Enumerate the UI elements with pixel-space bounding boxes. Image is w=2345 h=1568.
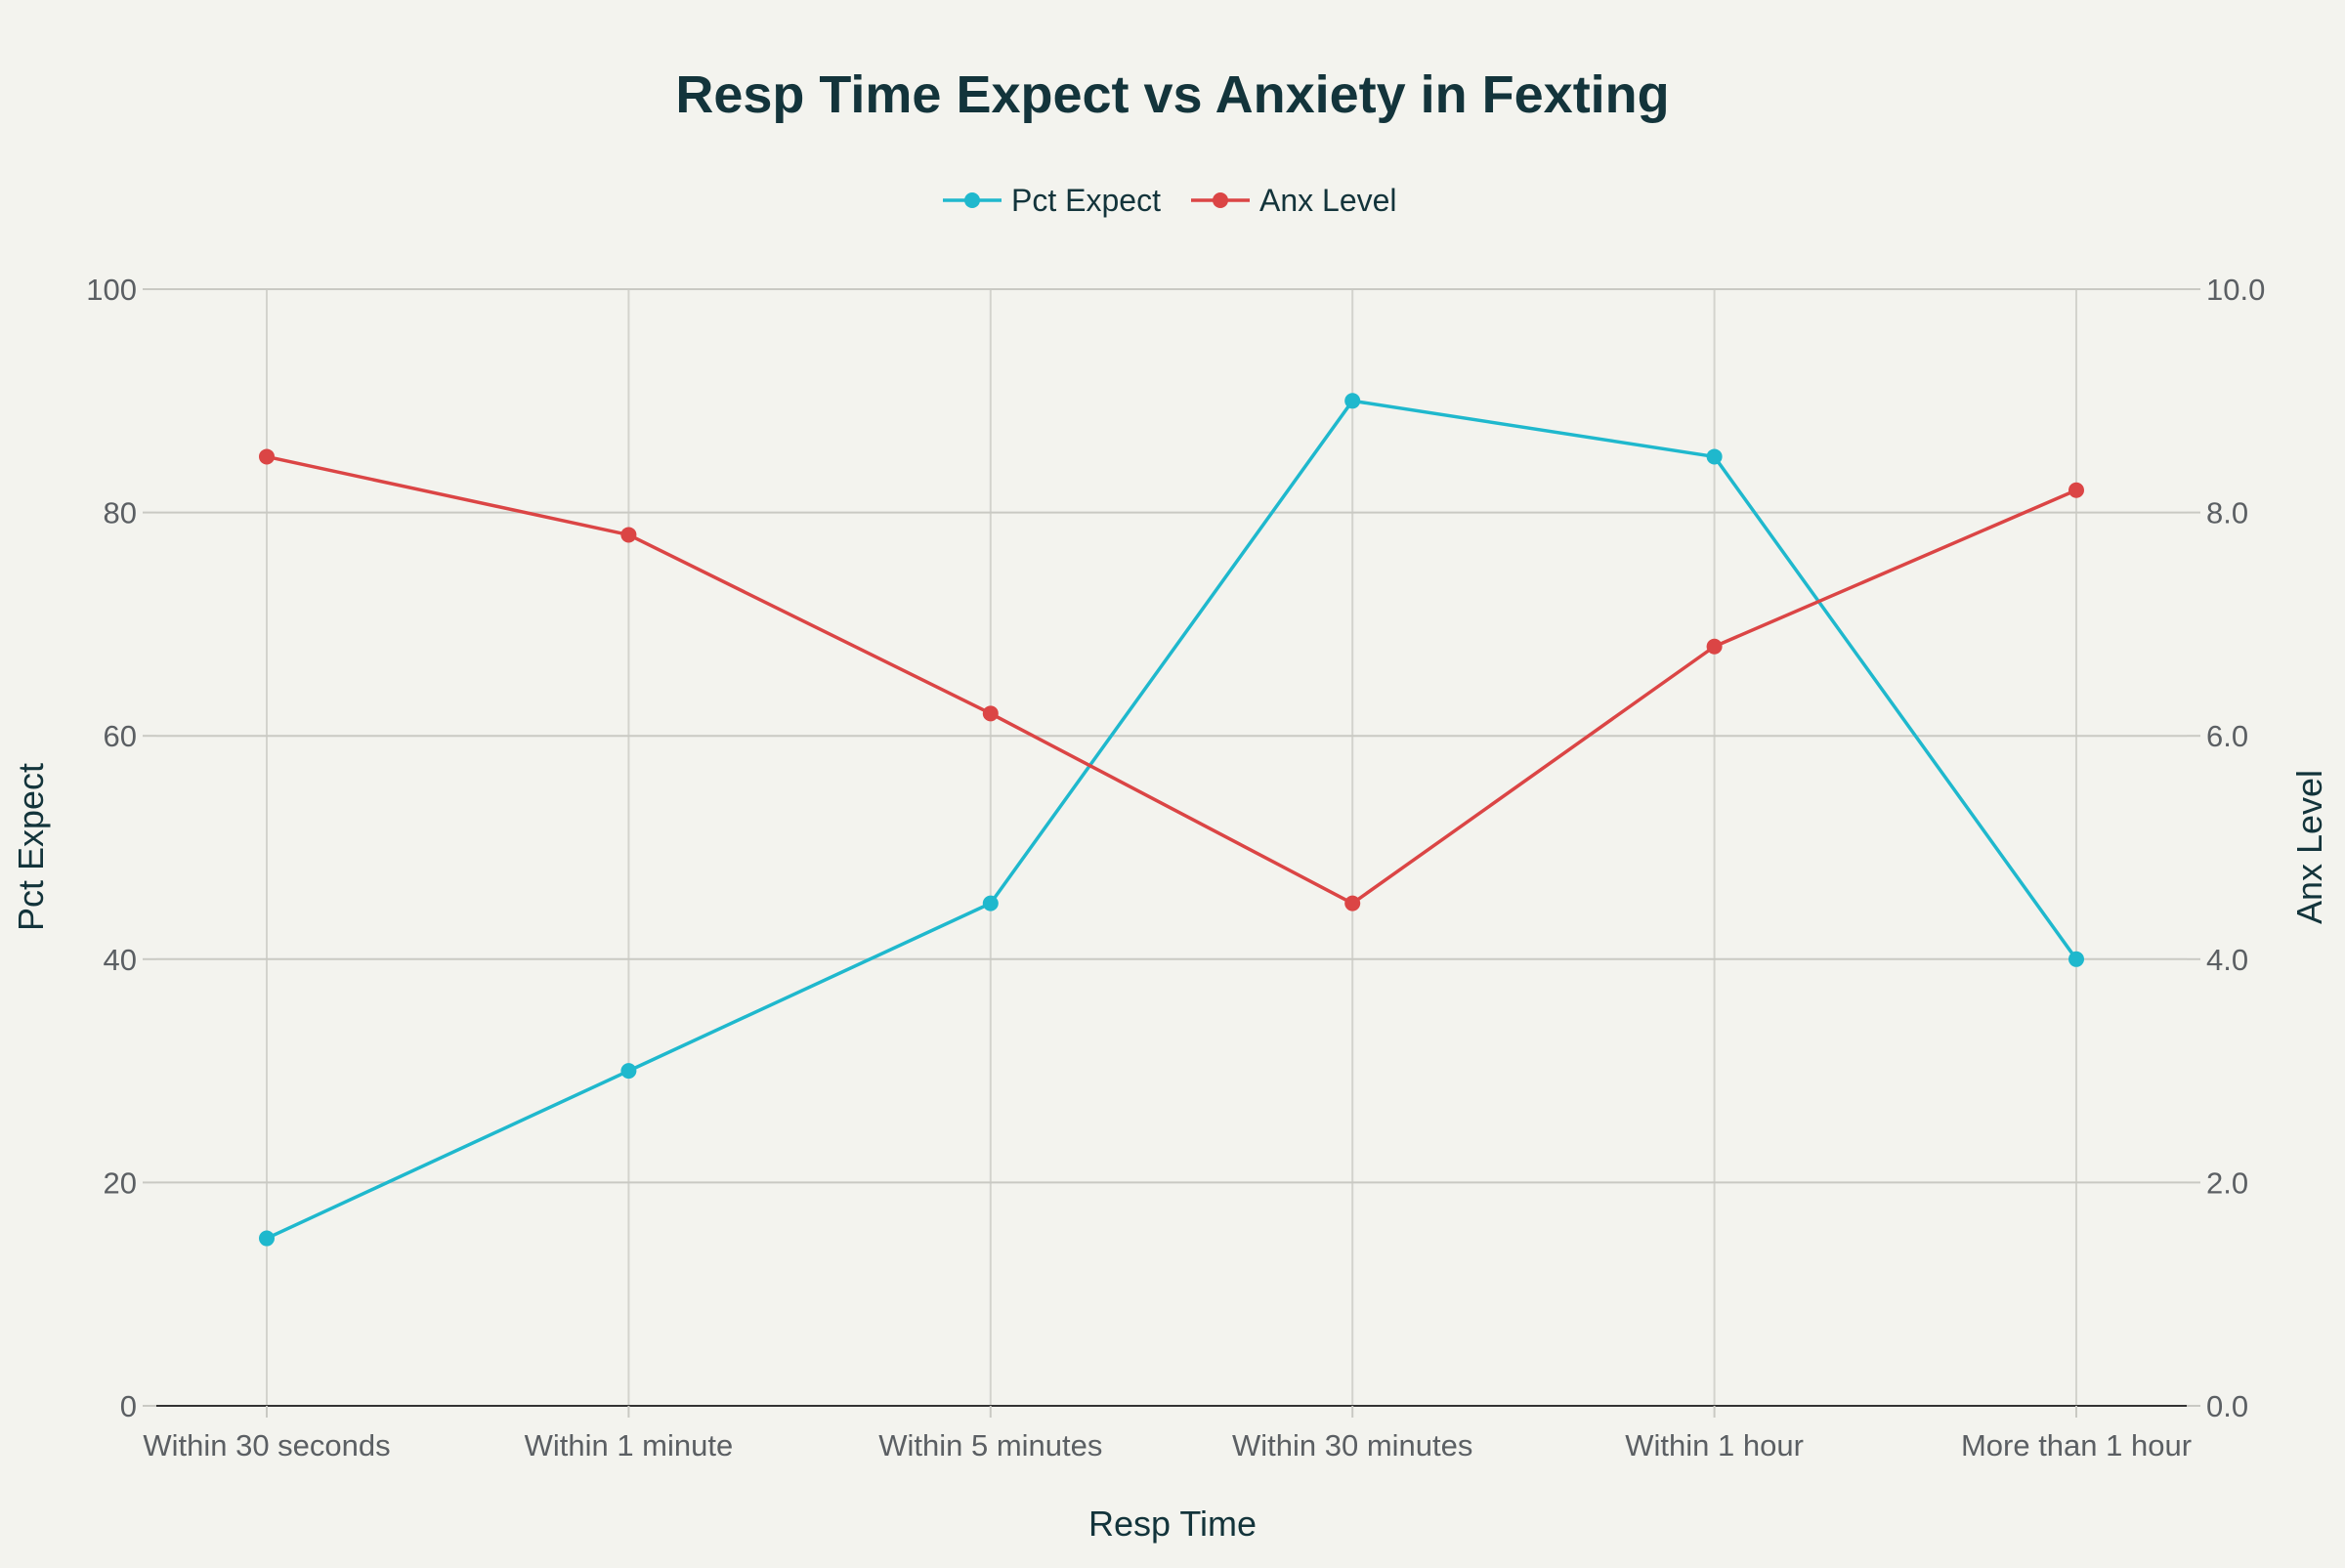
legend: Pct Expect Anx Level (943, 183, 1397, 218)
y-tick-label: 0 (120, 1389, 137, 1423)
data-point[interactable] (620, 1063, 637, 1080)
legend-item[interactable]: Pct Expect (943, 183, 1161, 218)
y-tick-label: 60 (104, 719, 137, 753)
series-layer (259, 393, 2084, 1247)
data-point[interactable] (1706, 448, 1723, 465)
data-point[interactable] (2068, 482, 2084, 498)
y-tick-label: 20 (104, 1165, 137, 1200)
x-tick-label: More than 1 hour (1961, 1428, 2192, 1462)
grid (156, 288, 2187, 1406)
data-point[interactable] (620, 527, 637, 543)
y-axis-title: Pct Expect (11, 763, 51, 931)
data-point[interactable] (1706, 638, 1723, 655)
legend-swatch-marker (1213, 192, 1228, 208)
data-point[interactable] (982, 895, 999, 911)
data-point[interactable] (259, 1230, 275, 1247)
data-point[interactable] (1344, 895, 1361, 911)
y-tick-label: 40 (104, 943, 137, 977)
axes: 0 20 40 60 80 100 0.0 2.0 4.0 6.0 8.0 10.0 Within 30… (86, 273, 2265, 1462)
data-point[interactable] (982, 705, 999, 722)
legend-item[interactable]: Anx Level (1191, 183, 1397, 218)
y2-axis-title: Anx Level (2289, 770, 2329, 924)
y2-tick-label: 0.0 (2206, 1389, 2248, 1423)
y2-tick-label: 4.0 (2206, 943, 2248, 977)
data-point[interactable] (259, 448, 275, 465)
data-point[interactable] (1344, 393, 1361, 409)
y2-tick-label: 10.0 (2206, 273, 2265, 307)
legend-swatch-marker (964, 192, 980, 208)
legend-label: Pct Expect (1011, 183, 1161, 218)
x-tick-label: Within 30 minutes (1232, 1428, 1472, 1462)
legend-label: Anx Level (1259, 183, 1397, 218)
y2-tick-label: 2.0 (2206, 1165, 2248, 1200)
y2-tick-label: 8.0 (2206, 496, 2248, 530)
x-axis-title: Resp Time (1088, 1504, 1257, 1544)
y-tick-label: 80 (104, 496, 137, 530)
data-point[interactable] (2068, 951, 2084, 967)
x-tick-label: Within 1 minute (525, 1428, 734, 1462)
series-line-0 (266, 399, 2078, 1241)
chart-title: Resp Time Expect vs Anxiety in Fexting (675, 65, 1669, 124)
x-tick-label: Within 5 minutes (878, 1428, 1102, 1462)
x-tick-label: Within 30 seconds (143, 1428, 390, 1462)
x-tick-label: Within 1 hour (1625, 1428, 1804, 1462)
y2-tick-label: 6.0 (2206, 719, 2248, 753)
y-tick-label: 100 (86, 273, 137, 307)
series-line-1 (266, 454, 2077, 906)
